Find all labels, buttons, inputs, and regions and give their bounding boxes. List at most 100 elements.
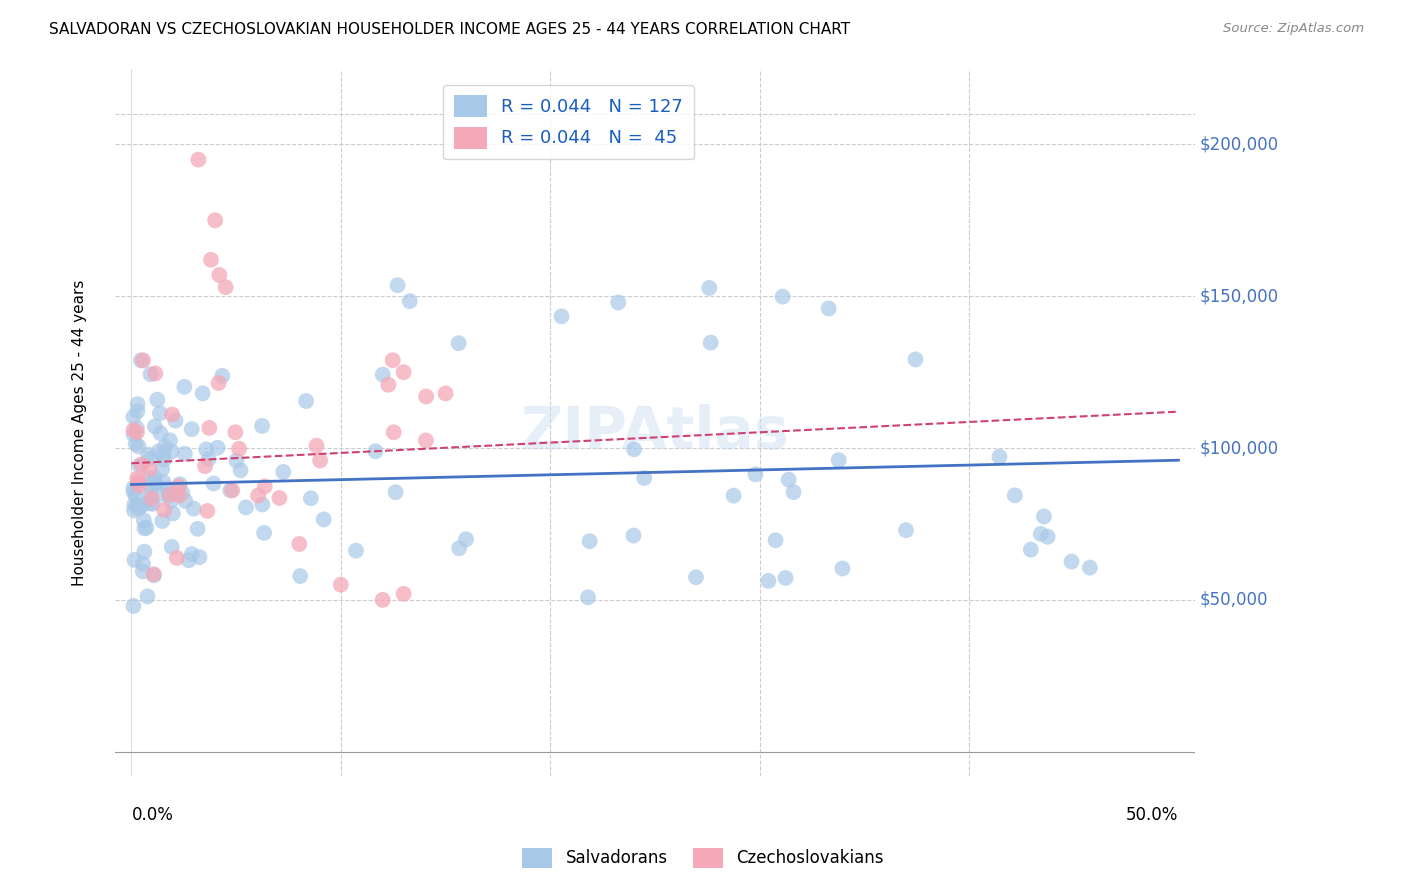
- Point: [697, 281, 720, 295]
- Point: [148, 488, 170, 502]
- Point: [197, 452, 219, 467]
- Point: [782, 485, 804, 500]
- Point: [299, 491, 322, 506]
- Point: [744, 467, 766, 482]
- Point: [169, 477, 191, 491]
- Point: [135, 521, 157, 535]
- Point: [633, 471, 655, 485]
- Point: [160, 444, 183, 458]
- Point: [143, 471, 166, 485]
- Point: [371, 368, 394, 382]
- Point: [344, 543, 367, 558]
- Point: [153, 439, 176, 453]
- Point: [177, 553, 200, 567]
- Point: [290, 569, 312, 583]
- Point: [128, 474, 150, 488]
- Point: [202, 476, 225, 491]
- Point: [772, 290, 794, 304]
- Point: [129, 353, 152, 368]
- Point: [723, 489, 745, 503]
- Point: [447, 336, 470, 351]
- Text: $150,000: $150,000: [1199, 287, 1278, 305]
- Point: [122, 427, 145, 442]
- Point: [145, 476, 167, 491]
- Point: [685, 570, 707, 584]
- Point: [132, 353, 155, 368]
- Point: [904, 352, 927, 367]
- Point: [387, 278, 409, 293]
- Point: [150, 514, 173, 528]
- Point: [142, 567, 165, 582]
- Point: [128, 439, 150, 453]
- Point: [449, 541, 471, 556]
- Point: [1060, 555, 1083, 569]
- Point: [132, 565, 155, 579]
- Point: [127, 397, 149, 411]
- Point: [229, 463, 252, 477]
- Point: [122, 484, 145, 499]
- Point: [309, 453, 332, 467]
- Point: [817, 301, 839, 316]
- Point: [160, 494, 183, 508]
- Point: [174, 494, 197, 508]
- Point: [225, 453, 247, 467]
- Point: [195, 442, 218, 457]
- Point: [160, 540, 183, 554]
- Point: [136, 448, 159, 462]
- Point: [160, 408, 183, 422]
- Point: [235, 500, 257, 515]
- Point: [765, 533, 787, 548]
- Point: [415, 434, 437, 448]
- Point: [156, 482, 179, 496]
- Point: [141, 497, 163, 511]
- Point: [153, 452, 176, 467]
- Text: ZIPAtlas: ZIPAtlas: [520, 404, 789, 461]
- Point: [200, 252, 222, 267]
- Point: [131, 499, 153, 513]
- Point: [159, 434, 181, 448]
- Point: [122, 423, 145, 437]
- Point: [150, 462, 173, 476]
- Point: [371, 593, 394, 607]
- Point: [122, 599, 145, 613]
- Point: [183, 501, 205, 516]
- Point: [250, 418, 273, 433]
- Point: [211, 368, 233, 383]
- Point: [578, 534, 600, 549]
- Point: [138, 471, 160, 485]
- Point: [197, 504, 219, 518]
- Text: $50,000: $50,000: [1199, 591, 1268, 609]
- Point: [122, 503, 145, 517]
- Point: [623, 442, 645, 457]
- Point: [125, 421, 148, 435]
- Point: [134, 545, 156, 559]
- Point: [152, 447, 174, 461]
- Legend: Salvadorans, Czechoslovakians: Salvadorans, Czechoslovakians: [516, 841, 890, 875]
- Point: [136, 590, 159, 604]
- Point: [607, 295, 630, 310]
- Point: [828, 453, 851, 467]
- Point: [131, 458, 153, 472]
- Point: [247, 489, 270, 503]
- Point: [128, 458, 150, 473]
- Point: [166, 550, 188, 565]
- Point: [988, 450, 1011, 464]
- Text: $200,000: $200,000: [1199, 136, 1278, 153]
- Point: [758, 574, 780, 588]
- Point: [252, 498, 274, 512]
- Point: [141, 491, 163, 506]
- Point: [381, 353, 404, 368]
- Point: [1029, 527, 1052, 541]
- Point: [159, 488, 181, 502]
- Point: [143, 568, 166, 582]
- Point: [434, 386, 457, 401]
- Point: [778, 473, 800, 487]
- Point: [149, 426, 172, 441]
- Point: [269, 491, 291, 505]
- Point: [312, 512, 335, 526]
- Point: [214, 280, 236, 294]
- Point: [187, 522, 209, 536]
- Text: 0.0%: 0.0%: [131, 806, 173, 824]
- Point: [377, 377, 399, 392]
- Point: [831, 561, 853, 575]
